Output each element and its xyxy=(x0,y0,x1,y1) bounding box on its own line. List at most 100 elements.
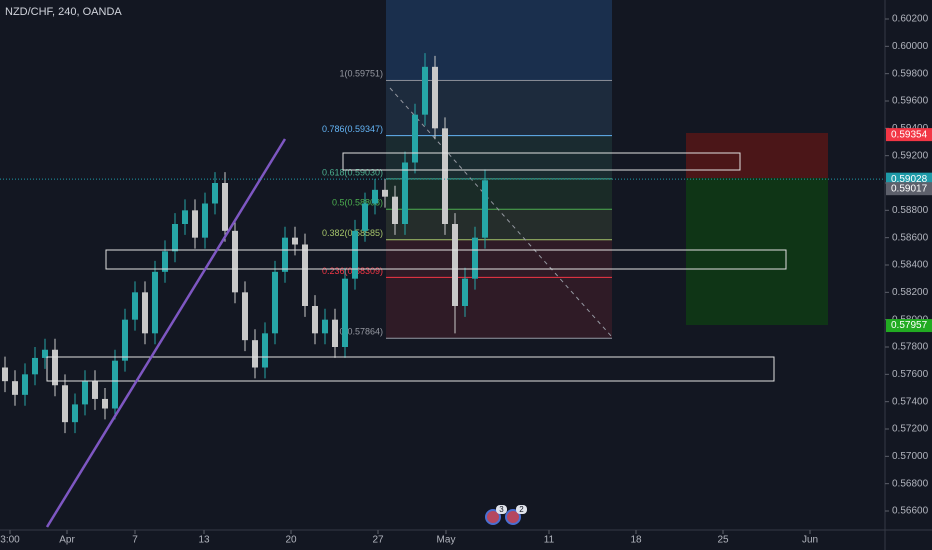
projection-box xyxy=(386,0,612,80)
candle-body xyxy=(402,162,408,224)
fib-label: 0.5(0.58808) xyxy=(332,198,383,208)
candle-body xyxy=(142,292,148,334)
candle-body xyxy=(172,223,178,252)
y-tick-label: 0.58800 xyxy=(892,205,929,216)
fib-band xyxy=(386,135,612,179)
y-tick-label: 0.57600 xyxy=(892,369,929,380)
candle-body xyxy=(22,374,28,395)
fib-band xyxy=(386,80,612,136)
event-badge xyxy=(516,505,527,514)
y-tick-label: 0.56600 xyxy=(892,506,929,517)
fib-label: 0(0.57864) xyxy=(339,327,383,337)
y-tick-label: 0.56800 xyxy=(892,478,929,489)
zone-box xyxy=(46,356,775,382)
x-tick-label: Jun xyxy=(802,535,818,546)
candle-body xyxy=(2,367,8,382)
candle-body xyxy=(232,230,238,293)
candle-body xyxy=(272,271,278,334)
candle-body xyxy=(62,385,68,423)
candle-body xyxy=(372,189,378,204)
x-tick-label: 7 xyxy=(132,535,138,546)
price-label-box xyxy=(886,319,932,333)
price-label-box xyxy=(886,182,932,196)
candle-body xyxy=(392,196,398,224)
candle-body xyxy=(342,278,348,348)
fib-label: 0.618(0.59030) xyxy=(322,167,383,177)
zone-box xyxy=(105,249,787,270)
event-icon xyxy=(505,509,521,525)
y-tick-label: 0.57400 xyxy=(892,396,929,407)
candle-body xyxy=(112,360,118,409)
candle-body xyxy=(52,349,58,386)
candle-body xyxy=(252,340,258,368)
fib-band xyxy=(386,209,612,240)
candle-body xyxy=(92,381,98,399)
price-label: 0.59028 xyxy=(891,174,928,185)
candle-body xyxy=(332,319,338,348)
candle-body xyxy=(32,357,38,375)
candle-body xyxy=(452,223,458,307)
candle-body xyxy=(422,66,428,115)
x-tick-label: 18 xyxy=(630,535,642,546)
candle-body xyxy=(152,271,158,334)
candle-body xyxy=(352,230,358,279)
x-tick-label: 25 xyxy=(717,535,729,546)
x-tick-label: Apr xyxy=(59,535,75,546)
candle-body xyxy=(222,182,228,231)
candle-body xyxy=(472,237,478,279)
y-tick-label: 0.59800 xyxy=(892,68,929,79)
target-zone xyxy=(686,178,828,325)
event-count: 3 xyxy=(499,505,504,514)
x-tick-label: 27 xyxy=(372,535,384,546)
fib-band xyxy=(386,277,612,339)
candle-body xyxy=(322,319,328,334)
candle-body xyxy=(312,306,318,334)
x-tick-label: 11 xyxy=(544,535,555,546)
trend-line xyxy=(45,138,287,528)
price-label-box xyxy=(886,128,932,142)
event-badge xyxy=(496,505,507,514)
event-count: 2 xyxy=(519,505,524,514)
candle-body xyxy=(102,398,108,409)
candle-body xyxy=(42,349,48,358)
candle-body xyxy=(362,203,368,231)
candle-body xyxy=(12,381,18,395)
candle-body xyxy=(482,180,488,238)
fib-label: 0.786(0.59347) xyxy=(322,124,383,134)
price-label: 0.59017 xyxy=(891,183,928,194)
x-tick-label: 13 xyxy=(198,535,210,546)
candle-body xyxy=(292,237,298,245)
candle-body xyxy=(132,292,138,320)
candle-body xyxy=(182,210,188,224)
y-tick-label: 0.58200 xyxy=(892,287,929,298)
x-tick-label: May xyxy=(437,535,456,546)
x-tick-label: 20 xyxy=(285,535,297,546)
fib-band xyxy=(386,239,612,278)
candle-body xyxy=(192,210,198,238)
y-tick-label: 0.57800 xyxy=(892,342,929,353)
candle-body xyxy=(162,251,168,272)
candle-body xyxy=(72,404,78,423)
candle-body xyxy=(202,203,208,238)
y-tick-label: 0.57000 xyxy=(892,451,929,462)
price-axis xyxy=(885,0,932,550)
candle-body xyxy=(412,114,418,163)
candle-body xyxy=(442,128,448,224)
candle-body xyxy=(262,333,268,368)
candle-body xyxy=(432,66,438,129)
y-tick-label: 0.58600 xyxy=(892,232,929,243)
candle-body xyxy=(82,381,88,405)
price-label: 0.57957 xyxy=(891,320,928,331)
y-tick-label: 0.60200 xyxy=(892,14,929,25)
zone-box xyxy=(342,152,741,171)
y-tick-label: 0.58400 xyxy=(892,260,929,271)
y-tick-label: 0.57200 xyxy=(892,424,929,435)
stop-zone xyxy=(686,133,828,178)
chart-title: NZD/CHF, 240, OANDA xyxy=(5,6,122,18)
fib-band xyxy=(386,178,612,210)
price-label: 0.59354 xyxy=(891,129,928,140)
candle-body xyxy=(122,319,128,361)
y-tick-label: 0.60000 xyxy=(892,41,929,52)
x-tick-label: 3:00 xyxy=(0,535,20,546)
